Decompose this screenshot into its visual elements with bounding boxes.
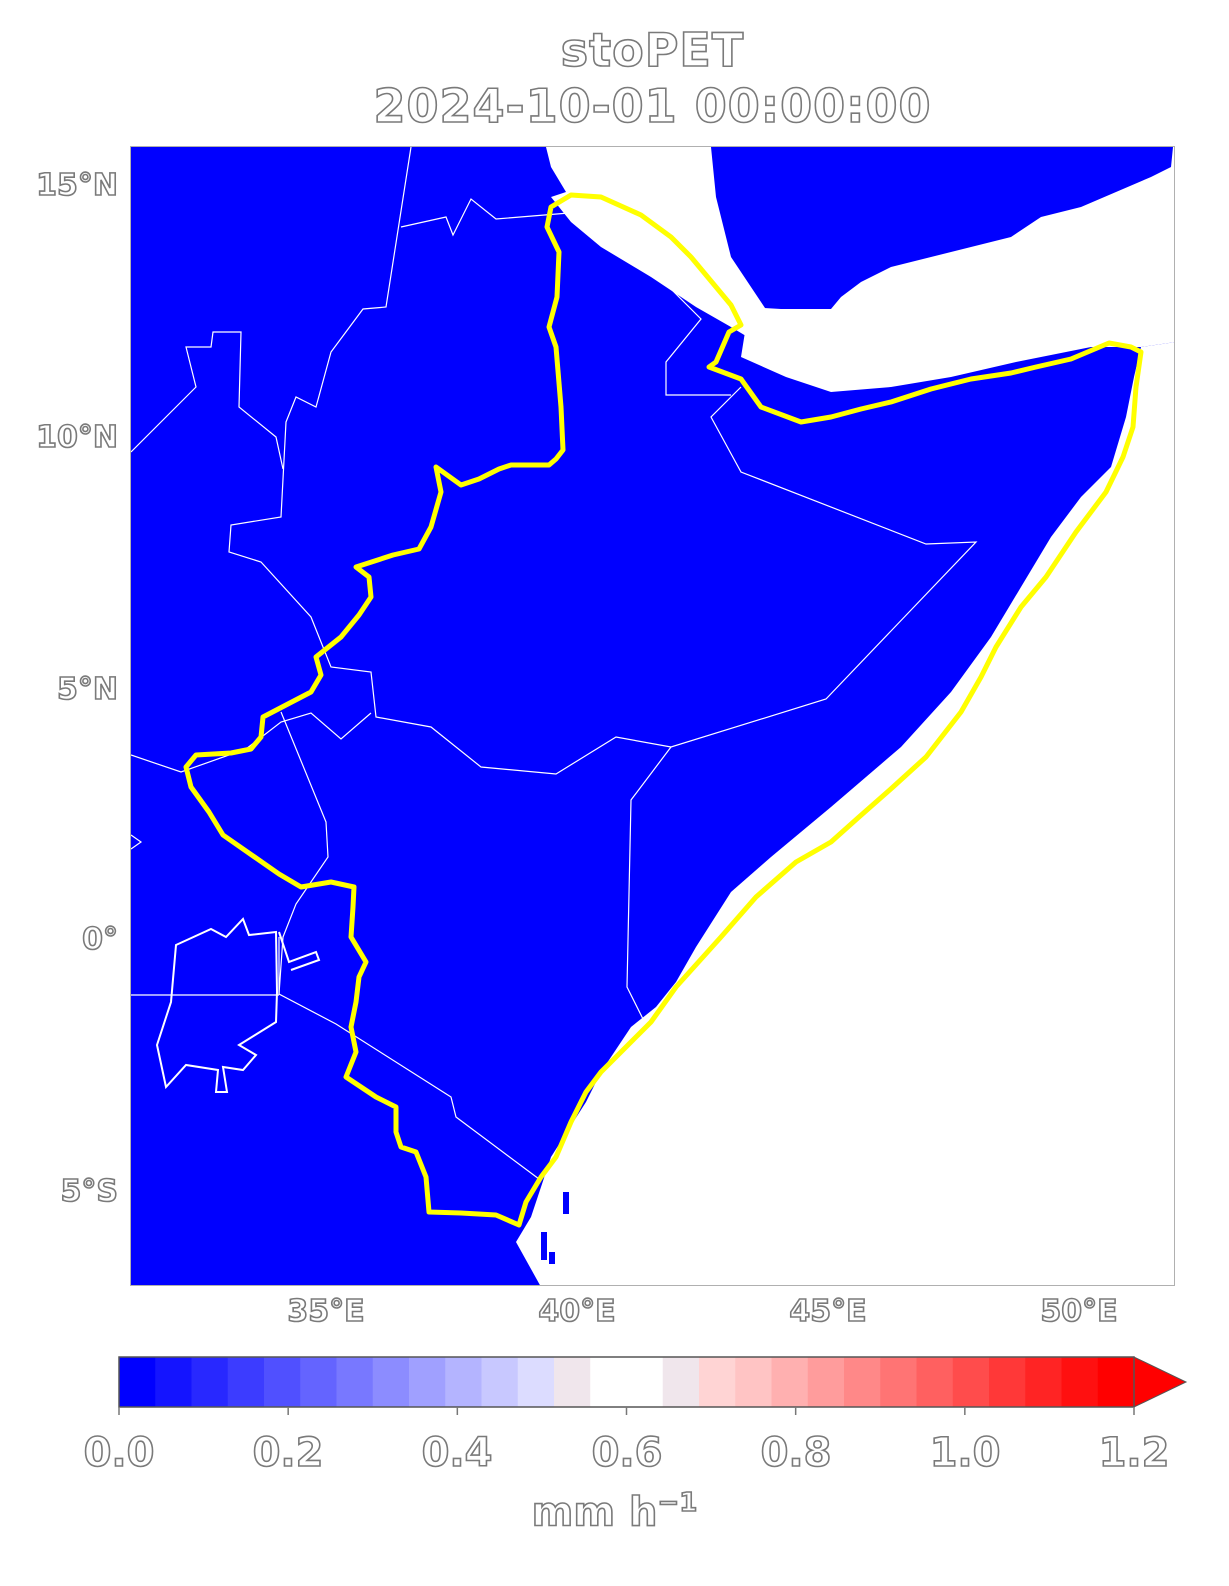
colorbar-swatch [1025,1357,1063,1407]
colorbar-swatch [445,1357,483,1407]
units-base: mm h [531,1489,658,1537]
colorbar-extend-arrow [1133,1356,1188,1408]
title-datetime: 2024-10-01 00:00:00 [373,78,932,134]
country-boundaries [131,147,978,1180]
colorbar-swatch [699,1357,736,1407]
speck [563,1192,569,1214]
lat-label-0: 0° [81,921,118,958]
lon-label-50e: 50°E [1040,1293,1119,1330]
colorbar-swatch [119,1357,156,1407]
map-canvas [131,147,1174,1285]
speck [541,1232,547,1260]
lon-label-40e: 40°E [538,1293,617,1330]
colorbar-tick-label: 0.6 [591,1429,663,1477]
colorbar-swatches [119,1357,1135,1407]
colorbar-units: mm h−1 [0,1487,1229,1537]
colorbar-swatch [409,1357,446,1407]
colorbar-tick-label: 0.4 [421,1429,493,1477]
colorbar-swatch [952,1357,990,1407]
colorbar-tick-label: 1.2 [1098,1429,1170,1477]
speck [549,1252,555,1264]
colorbar-swatch [336,1357,374,1407]
colorbar [118,1356,1188,1415]
lat-label-5n: 5°N [56,671,119,708]
colorbar-swatch [880,1357,918,1407]
colorbar-swatch [155,1357,193,1407]
colorbar-swatch [264,1357,301,1407]
lat-label-15n: 15°N [35,167,118,204]
title-variable: stoPET [560,22,745,78]
colorbar-tick-label: 1.0 [929,1429,1001,1477]
colorbar-tick-label: 0.8 [760,1429,832,1477]
colorbar-swatch [916,1357,954,1407]
colorbar-swatch [771,1357,809,1407]
colorbar-swatch [554,1357,591,1407]
colorbar-swatch [626,1357,664,1407]
colorbar-tick-label: 0.2 [252,1429,324,1477]
colorbar-swatch [735,1357,773,1407]
lon-label-45e: 45°E [789,1293,868,1330]
indian-ocean-mask [516,342,1174,1285]
colorbar-swatch [481,1357,519,1407]
colorbar-swatch [191,1357,229,1407]
colorbar-swatch [590,1357,628,1407]
map-panel [130,146,1175,1286]
map-title: stoPET 2024-10-01 00:00:00 [130,22,1175,134]
highlight-boundary [183,192,1144,1228]
lat-label-5s: 5°S [60,1173,119,1210]
colorbar-swatch [517,1357,555,1407]
gulf-of-aden-mask [741,147,1174,392]
colorbar-swatch [807,1357,845,1407]
colorbar-swatch [227,1357,265,1407]
colorbar-swatch [1097,1357,1135,1407]
colorbar-tick-label: 0.0 [83,1429,155,1477]
lon-label-35e: 35°E [287,1293,366,1330]
units-exponent: −1 [657,1487,698,1519]
lat-label-10n: 10°N [35,419,118,456]
colorbar-swatch [1061,1357,1099,1407]
colorbar-swatch [372,1357,410,1407]
colorbar-swatch [300,1357,338,1407]
colorbar-swatch [844,1357,881,1407]
lake-victoria-outline [155,917,321,1093]
colorbar-swatch [662,1357,700,1407]
colorbar-swatch [989,1357,1026,1407]
